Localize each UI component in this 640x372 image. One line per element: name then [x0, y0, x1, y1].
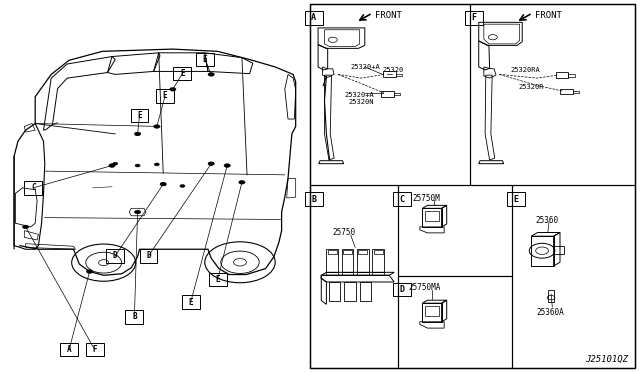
Bar — [398, 276, 512, 368]
Bar — [305, 192, 323, 206]
Bar — [393, 192, 411, 206]
Bar — [125, 310, 143, 324]
Text: D: D — [399, 285, 404, 294]
Text: 25320R: 25320R — [518, 84, 544, 90]
Text: FRONT: FRONT — [535, 11, 562, 20]
Bar — [398, 185, 512, 276]
Bar — [393, 283, 411, 296]
Circle shape — [22, 225, 29, 229]
Text: B: B — [132, 312, 137, 321]
Circle shape — [154, 163, 159, 166]
Text: E: E — [513, 195, 518, 203]
Text: 25360: 25360 — [535, 216, 558, 225]
Text: 25320N: 25320N — [349, 99, 374, 105]
Text: C: C — [31, 183, 36, 192]
Bar — [131, 109, 148, 122]
Bar — [173, 67, 191, 80]
Bar — [182, 295, 200, 309]
Text: E: E — [180, 69, 185, 78]
Text: D: D — [146, 251, 151, 260]
Text: FRONT: FRONT — [375, 11, 402, 20]
Text: B: B — [311, 195, 316, 203]
Circle shape — [113, 162, 118, 165]
Bar — [310, 185, 398, 368]
Bar — [196, 53, 214, 66]
Bar — [465, 11, 483, 25]
Bar — [310, 4, 470, 185]
Circle shape — [239, 180, 245, 184]
Text: 25750M: 25750M — [413, 194, 440, 203]
Text: 25320RA: 25320RA — [511, 67, 540, 73]
Bar — [60, 343, 78, 356]
Text: A: A — [311, 13, 316, 22]
Text: E: E — [202, 55, 207, 64]
Bar — [512, 185, 635, 368]
Circle shape — [208, 162, 214, 166]
Circle shape — [208, 73, 214, 76]
Circle shape — [180, 185, 185, 187]
Bar — [470, 4, 635, 185]
Circle shape — [170, 87, 176, 91]
Circle shape — [109, 164, 115, 167]
Text: 25320+A: 25320+A — [344, 92, 374, 98]
Circle shape — [135, 164, 140, 167]
Circle shape — [161, 183, 166, 186]
Circle shape — [86, 270, 93, 273]
Circle shape — [135, 132, 140, 135]
Text: E: E — [137, 111, 142, 120]
Bar — [209, 273, 227, 286]
Circle shape — [224, 164, 230, 167]
Bar — [507, 192, 525, 206]
Text: D: D — [113, 251, 118, 260]
Text: F: F — [471, 13, 476, 22]
Bar — [106, 249, 124, 263]
Text: 25320+A: 25320+A — [351, 64, 380, 70]
Bar — [305, 11, 323, 25]
Bar — [24, 181, 42, 195]
Text: A: A — [67, 345, 72, 354]
Text: E: E — [188, 298, 193, 307]
Circle shape — [209, 162, 214, 165]
Bar — [156, 89, 174, 103]
Bar — [310, 4, 635, 368]
Circle shape — [160, 182, 166, 186]
Text: J25101QZ: J25101QZ — [586, 355, 628, 364]
Circle shape — [225, 164, 230, 167]
Text: 25750: 25750 — [333, 228, 356, 237]
Text: E: E — [215, 275, 220, 284]
Text: 25320: 25320 — [383, 67, 404, 73]
Text: E: E — [163, 92, 168, 100]
Circle shape — [134, 210, 141, 214]
Circle shape — [134, 132, 141, 136]
Bar — [86, 343, 104, 356]
Text: C: C — [399, 195, 404, 203]
Text: F: F — [92, 345, 97, 354]
Circle shape — [154, 125, 160, 128]
Bar — [140, 249, 157, 263]
Text: 25360A: 25360A — [536, 308, 564, 317]
Text: 25750MA: 25750MA — [408, 283, 441, 292]
Circle shape — [109, 164, 115, 167]
